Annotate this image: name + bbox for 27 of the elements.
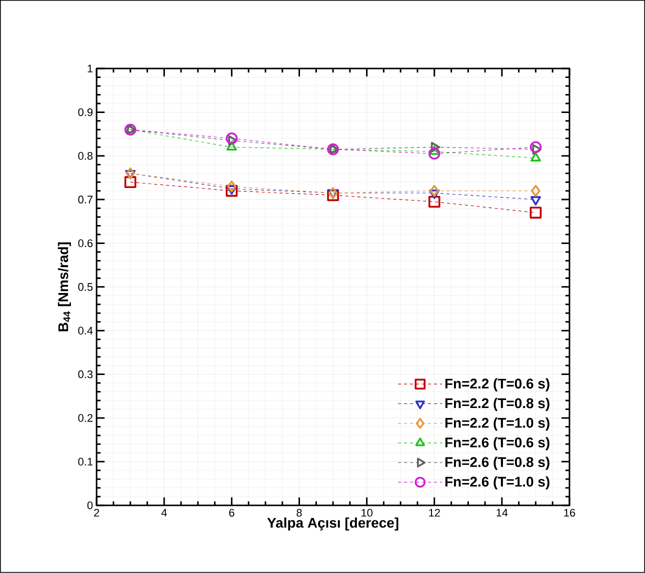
y-tick-label: 0.1 (78, 458, 93, 466)
legend-label: Fn=2.2 (T=0.8 s) (445, 398, 550, 412)
x-axis-title: Yalpa Açısı [derece] (267, 518, 398, 531)
x-tick-label: 8 (296, 508, 302, 517)
x-tick-label: 14 (496, 508, 508, 516)
y-tick-label: 0.7 (78, 196, 93, 204)
y-axis-title: B$_{44}$ [Nms/rad] (58, 242, 71, 332)
y-tick-label: 0.4 (78, 326, 93, 335)
y-tick-label: 0.3 (78, 370, 93, 378)
x-tick-label: 10 (362, 508, 372, 517)
x-tick-label: 16 (564, 508, 576, 517)
x-tick-label: 12 (429, 508, 440, 517)
y-tick-label: 0.6 (78, 239, 93, 248)
y-tick-label: 0.9 (78, 108, 93, 116)
legend-label: Fn=2.6 (T=0.8 s) (445, 456, 550, 470)
legend-label: Fn=2.6 (T=1.0 s) (445, 476, 550, 490)
legend-label: Fn=2.6 (T=0.6 s) (445, 437, 550, 450)
y-tick-label: 1 (88, 64, 93, 72)
y-tick-label: 0.2 (78, 414, 93, 422)
x-tick-label: 4 (161, 508, 167, 516)
x-tick-label: 2 (94, 508, 100, 517)
x-tick-label: 6 (229, 508, 234, 517)
legend-label: Fn=2.2 (T=0.6 s) (445, 378, 550, 392)
y-tick-label: 0.8 (78, 152, 93, 160)
y-tick-label: 0.5 (78, 283, 93, 291)
legend-label: Fn=2.2 (T=1.0 s) (445, 418, 550, 431)
y-tick-label: 0 (87, 502, 93, 510)
